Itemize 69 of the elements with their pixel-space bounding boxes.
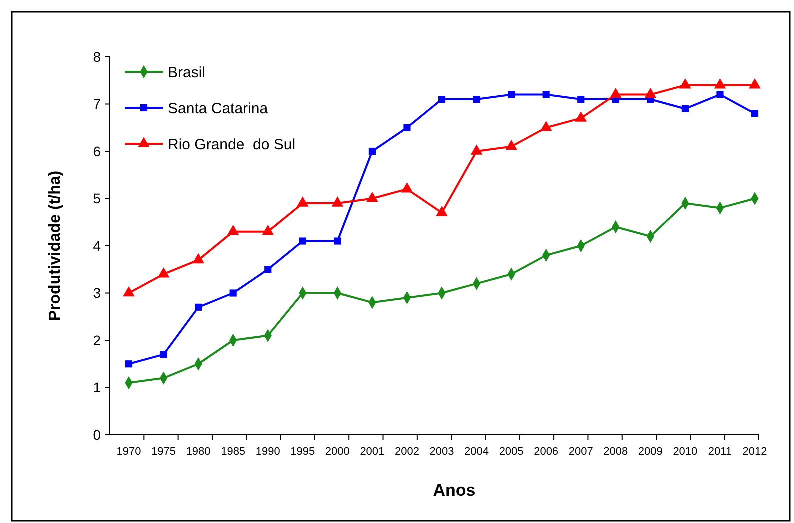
x-tick-label: 1980 [186, 446, 211, 458]
point [366, 192, 378, 202]
x-tick-label: 2012 [742, 446, 768, 458]
point [192, 253, 204, 264]
point [610, 88, 622, 98]
point [227, 225, 240, 236]
legend-label: Santa Catarina [168, 100, 269, 118]
x-tick-label: 2006 [534, 446, 559, 458]
point [436, 206, 448, 216]
point [297, 196, 309, 207]
y-tick-label: 3 [93, 285, 102, 302]
x-tick-label: 2011 [708, 446, 732, 458]
point [299, 238, 306, 245]
point [123, 286, 135, 297]
point [751, 110, 759, 118]
point [438, 96, 446, 104]
x-tick-label: 2003 [430, 446, 454, 458]
y-tick-label: 6 [93, 143, 102, 160]
y-tick-label: 8 [93, 48, 102, 65]
legend-label: Rio Grande do Sul [168, 136, 296, 154]
x-tick-label: 1985 [221, 446, 246, 458]
y-tick-label: 0 [93, 426, 102, 443]
point [158, 268, 170, 278]
y-tick-label: 4 [93, 238, 102, 254]
y-tick-label: 1 [93, 380, 102, 396]
x-tick-label: 2004 [464, 446, 490, 458]
point [470, 144, 483, 155]
point [508, 91, 516, 98]
point [714, 78, 726, 89]
point [195, 304, 202, 311]
point [680, 78, 692, 89]
x-tick-label: 2009 [638, 446, 663, 458]
x-tick-label: 1990 [256, 446, 280, 458]
x-tick-label: 1970 [116, 446, 142, 458]
x-tick-label: 2010 [673, 446, 698, 458]
point [542, 91, 550, 98]
point [332, 196, 344, 207]
point [334, 238, 342, 245]
y-tick-label: 2 [93, 332, 102, 348]
point [506, 140, 518, 150]
y-tick-label: 5 [93, 190, 102, 207]
point [575, 112, 587, 122]
point [749, 78, 761, 89]
point [473, 96, 480, 104]
x-tick-label: 2001 [360, 446, 385, 458]
point [264, 266, 272, 274]
legend-label: Brasil [168, 64, 206, 82]
x-tick-label: 2008 [604, 446, 628, 458]
point [716, 91, 724, 98]
point [404, 124, 411, 132]
point [125, 360, 133, 368]
x-axis-title: Anos [433, 481, 476, 500]
point [682, 105, 689, 113]
point [540, 121, 552, 132]
x-tick-label: 2005 [499, 446, 524, 458]
point [644, 88, 657, 98]
point [401, 182, 414, 193]
y-axis-title: Produtividade (t/ha) [47, 170, 64, 322]
x-tick-label: 1975 [152, 446, 176, 458]
point [578, 96, 585, 104]
y-tick-label: 7 [93, 96, 102, 112]
x-tick-label: 2007 [568, 446, 594, 458]
point [262, 225, 274, 236]
x-tick-label: 2002 [394, 446, 420, 458]
x-tick-label: 2000 [325, 446, 350, 458]
x-tick-label: 1995 [290, 446, 316, 458]
point [230, 290, 237, 297]
point [368, 148, 376, 156]
point [160, 351, 168, 358]
